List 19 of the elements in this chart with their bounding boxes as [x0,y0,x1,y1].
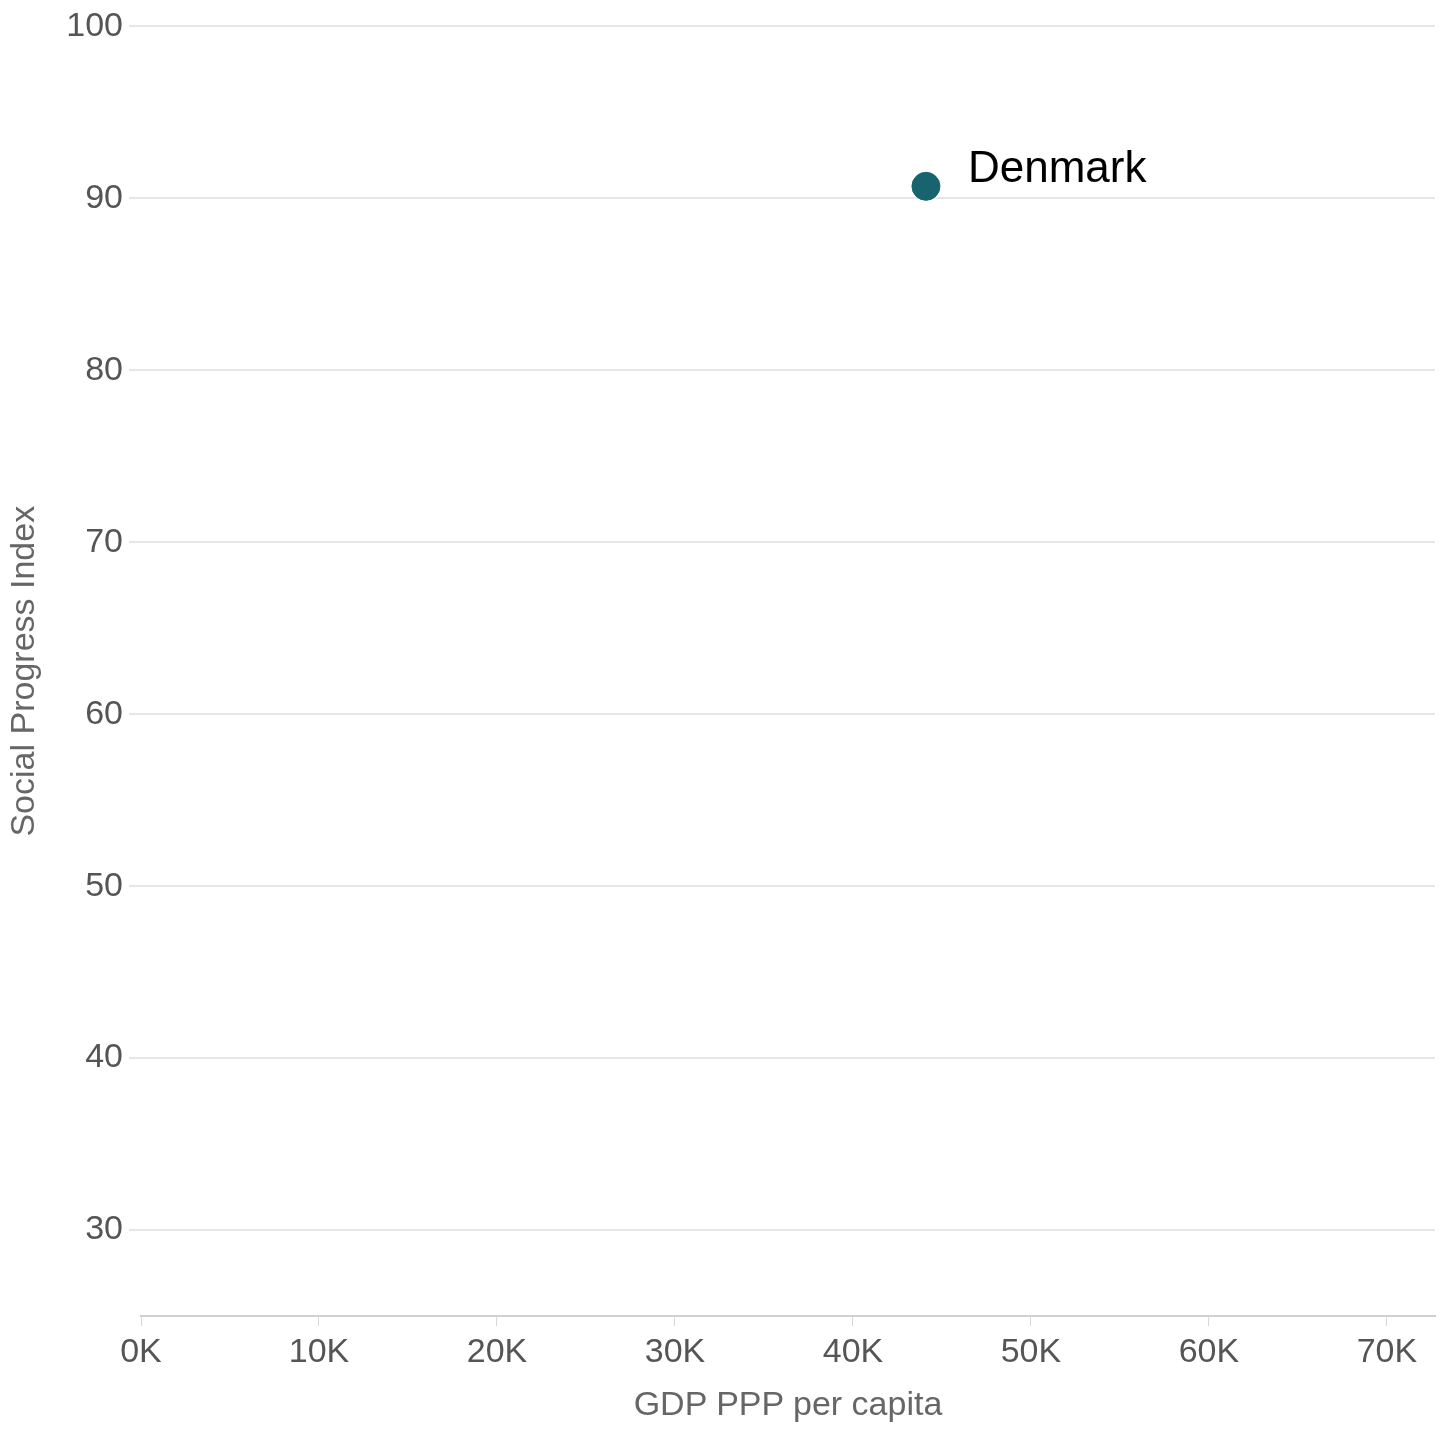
x-tick-label: 60K [1178,1330,1240,1369]
y-tick-label: 60 [85,692,123,731]
y-axis-title: Social Progress Index [2,505,41,837]
y-tick-label: 80 [85,348,123,387]
x-tick-label: 0K [120,1330,163,1369]
x-axis-title: GDP PPP per capita [633,1383,943,1422]
annotation: Denmark [967,142,1148,192]
y-tick-label: 30 [85,1208,123,1247]
y-tick-label: 50 [85,864,123,903]
y-tick-label: 40 [85,1036,123,1075]
x-tick-label: 30K [644,1330,706,1369]
x-tick-label: 70K [1356,1330,1418,1369]
y-tick-label: 100 [66,4,123,43]
y-tick-label: 90 [85,176,123,215]
x-tick-label: 50K [1000,1330,1062,1369]
y-tick-label: 70 [85,520,123,559]
x-tick-label: 10K [288,1330,350,1369]
x-tick-label: 40K [822,1330,884,1369]
x-tick-label: 20K [466,1330,528,1369]
